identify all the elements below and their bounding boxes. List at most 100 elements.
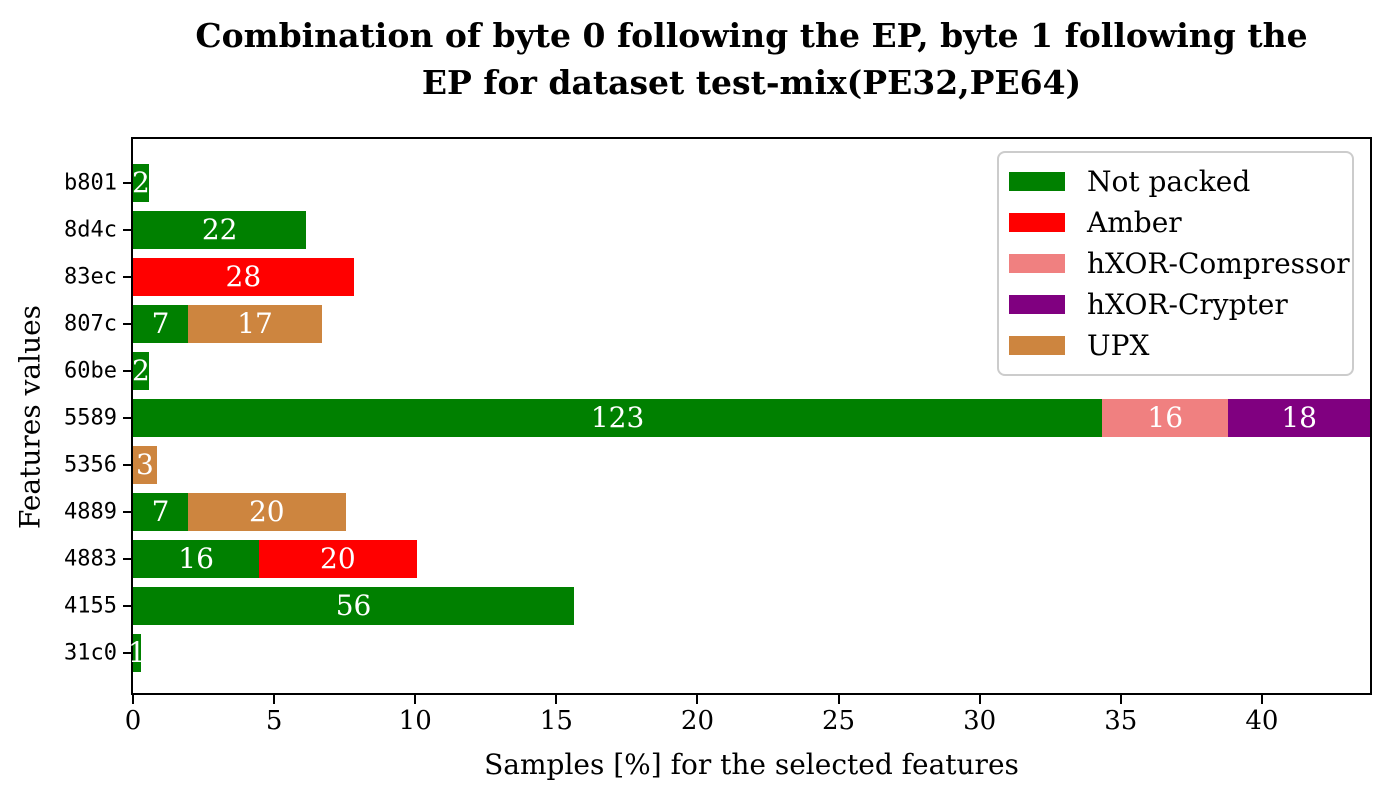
y-tick-label: 60be <box>64 358 117 384</box>
x-tick-mark <box>837 695 840 704</box>
y-tick-label: 31c0 <box>64 640 117 666</box>
y-tick-label: 4155 <box>64 593 117 619</box>
legend-label: hXOR-Crypter <box>1087 287 1288 321</box>
legend-entry-not-packed: Not packed <box>1009 161 1342 202</box>
bar-row-60be: 2 <box>131 352 1370 390</box>
legend-swatch <box>1009 295 1065 314</box>
bar-segment-hxor-compressor: 16 <box>1102 399 1229 437</box>
bar-segment-amber: 28 <box>133 258 354 296</box>
y-tick-mark <box>123 558 131 560</box>
x-tick-mark <box>978 695 981 704</box>
bar-segment-not-packed: 7 <box>133 305 189 343</box>
x-tick-label: 20 <box>680 706 714 736</box>
chart-title: Combination of byte 0 following the EP, … <box>131 13 1372 107</box>
bar-segment-hxor-crypter: 18 <box>1228 399 1370 437</box>
bar-row-31c0: 1 <box>128 634 1370 672</box>
x-tick-mark <box>414 695 417 704</box>
x-tick-label: 0 <box>124 706 142 736</box>
bar-value-label: 17 <box>237 307 273 340</box>
legend-swatch <box>1009 336 1065 355</box>
bar-value-label: 16 <box>1147 401 1184 434</box>
y-tick-mark <box>123 464 131 466</box>
bar-value-label: 1 <box>128 636 146 669</box>
legend-swatch <box>1009 254 1065 273</box>
x-tick-label: 35 <box>1104 706 1138 736</box>
bar-segment-not-packed: 22 <box>133 211 307 249</box>
bar-segment-not-packed: 1 <box>128 634 146 672</box>
x-tick-mark <box>696 695 699 704</box>
bar-value-label: 20 <box>320 542 356 575</box>
bar-row-807c: 7 17 <box>133 305 1370 343</box>
x-tick-label: 40 <box>1245 706 1279 736</box>
y-tick-label: 83ec <box>64 264 117 290</box>
y-tick-label: b801 <box>64 170 117 196</box>
bar-value-label: 20 <box>248 495 285 528</box>
y-tick-mark <box>123 417 131 419</box>
y-tick-mark <box>123 323 131 325</box>
legend-entry-hxor-compressor: hXOR-Compressor <box>1009 243 1350 284</box>
bar-value-label: 123 <box>590 401 645 434</box>
legend-entry-hxor-crypter: hXOR-Crypter <box>1009 284 1342 325</box>
y-tick-label: 807c <box>64 311 117 337</box>
x-tick-label: 10 <box>398 706 432 736</box>
bar-value-label: 16 <box>178 542 214 575</box>
y-tick-mark <box>123 605 131 607</box>
y-axis-label: Features values <box>13 304 47 530</box>
bar-segment-not-packed: 2 <box>131 164 150 202</box>
bar-value-label: 7 <box>151 495 170 528</box>
legend-label: Not packed <box>1087 164 1251 198</box>
bar-row-4883: 16 20 <box>133 540 1370 578</box>
bar-segment-not-packed: 123 <box>133 399 1103 437</box>
bar-value-label: 3 <box>135 448 154 481</box>
bar-value-label: 7 <box>151 307 170 340</box>
bar-row-83ec: 28 <box>133 258 1370 296</box>
bar-value-label: 2 <box>131 354 150 387</box>
legend-label: Amber <box>1087 205 1182 239</box>
y-tick-label: 5589 <box>64 405 117 431</box>
y-tick-label: 4883 <box>64 546 117 572</box>
bar-segment-not-packed: 56 <box>133 587 575 625</box>
bar-value-label: 56 <box>335 589 372 622</box>
legend-entry-amber: Amber <box>1009 202 1342 243</box>
bar-value-label: 28 <box>225 260 262 293</box>
bar-row-8d4c: 22 <box>133 211 1370 249</box>
bar-segment-amber: 20 <box>259 540 417 578</box>
bar-value-label: 22 <box>201 213 238 246</box>
y-tick-mark <box>123 182 131 184</box>
bar-segment-upx: 3 <box>133 446 157 484</box>
y-tick-mark <box>123 276 131 278</box>
legend-entry-upx: UPX <box>1009 325 1342 366</box>
bar-row-5356: 3 <box>133 446 1370 484</box>
legend-swatch <box>1009 213 1065 232</box>
bar-row-4889: 7 20 <box>133 493 1370 531</box>
bar-value-label: 2 <box>131 166 150 199</box>
bar-segment-not-packed: 7 <box>133 493 189 531</box>
x-tick-mark <box>132 695 134 704</box>
y-tick-mark <box>123 370 131 372</box>
chart-title-line-2: EP for dataset test-mix(PE32,PE64) <box>421 62 1082 102</box>
y-tick-label: 5356 <box>64 452 117 478</box>
x-tick-mark <box>273 695 276 704</box>
bar-segment-not-packed: 2 <box>131 352 150 390</box>
y-tick-mark <box>123 511 131 513</box>
x-tick-label: 5 <box>265 706 283 736</box>
legend-label: UPX <box>1087 328 1150 362</box>
bar-segment-not-packed: 16 <box>133 540 260 578</box>
x-tick-label: 25 <box>822 706 856 736</box>
chart-title-line-1: Combination of byte 0 following the EP, … <box>195 16 1308 55</box>
x-tick-mark <box>555 695 558 704</box>
legend: Not packed Amber hXOR-Compressor hXOR-Crypt… <box>997 151 1354 376</box>
bar-segment-upx: 20 <box>188 493 346 531</box>
x-axis-label: Samples [%] for the selected features <box>484 748 1019 781</box>
x-tick-label: 15 <box>539 706 573 736</box>
legend-swatch <box>1009 172 1065 191</box>
x-tick-mark <box>1260 695 1263 704</box>
y-tick-label: 4889 <box>64 499 117 525</box>
y-tick-mark <box>123 229 131 231</box>
bar-value-label: 18 <box>1281 401 1317 434</box>
y-tick-mark <box>123 652 131 654</box>
bar-row-5589: 123 16 18 <box>133 399 1370 437</box>
legend-label: hXOR-Compressor <box>1087 246 1350 280</box>
bar-row-b801: 2 <box>131 164 1370 202</box>
